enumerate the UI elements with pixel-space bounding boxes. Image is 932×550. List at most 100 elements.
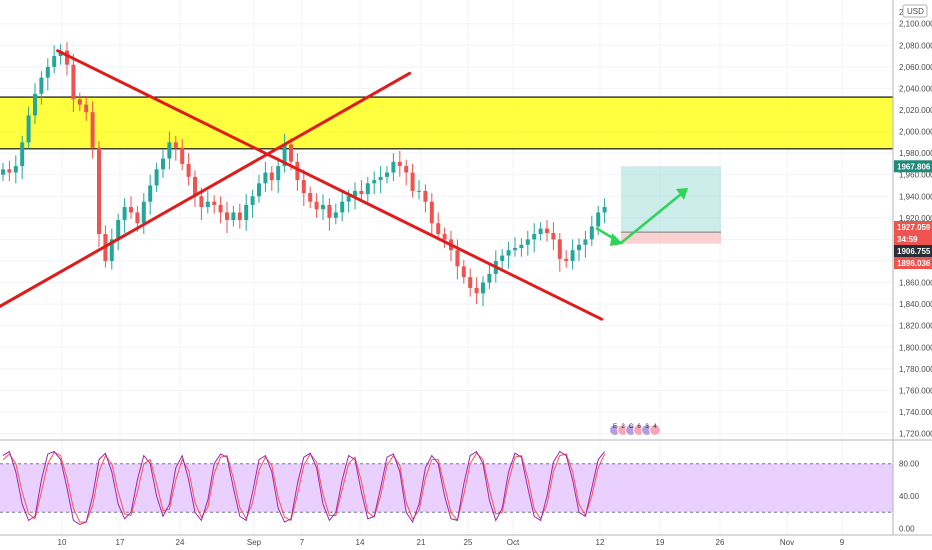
currency-label[interactable]: USD: [907, 7, 924, 16]
arrow-head-down[interactable]: [610, 233, 623, 246]
price-tick-label: 1,980.000: [899, 149, 932, 158]
indicator-badge-label[interactable]: 6: [637, 424, 641, 430]
price-tick-label: 2,000.000: [899, 128, 932, 137]
candle-body: [295, 161, 300, 181]
time-tick-label: 19: [656, 538, 665, 547]
long-position-tool[interactable]: [621, 166, 721, 244]
time-tick-label: 12: [596, 538, 605, 547]
candle-body: [97, 147, 101, 235]
candle-body: [410, 172, 415, 191]
stochastic-pane[interactable]: [0, 439, 932, 526]
candle-body: [20, 142, 25, 167]
countdown-tag: 34:59: [897, 235, 918, 244]
position-profit-zone[interactable]: [621, 166, 721, 233]
candle-body: [353, 190, 357, 197]
indicator-badge-label[interactable]: 3: [645, 424, 649, 430]
candle-body: [455, 250, 460, 267]
candle-body: [148, 185, 153, 202]
candle-body: [26, 115, 31, 143]
projection-arrows[interactable]: [595, 188, 688, 246]
stoch-tick-label: 0.00: [899, 525, 915, 534]
price-tick-label: 1,840.000: [899, 300, 932, 309]
candle-body: [212, 201, 217, 205]
time-tick-label: 21: [417, 538, 426, 547]
candle-body: [237, 212, 242, 220]
candle-body: [327, 204, 332, 218]
candle-body: [161, 158, 165, 170]
candle-body: [564, 258, 569, 261]
stoch-tick-label: 80.00: [899, 460, 920, 469]
candle-body: [84, 104, 89, 113]
stop-price-tag: 1896.036: [897, 259, 931, 268]
current-price-tag: 1927.059: [897, 223, 931, 232]
candle-body: [173, 142, 178, 148]
candle-body: [321, 204, 325, 210]
price-tick-label: 1,720.000: [899, 430, 932, 439]
indicator-badge-label[interactable]: C: [629, 424, 634, 430]
candle-body: [77, 99, 82, 105]
price-tick-label: 2,060.000: [899, 63, 932, 72]
candle-body: [506, 250, 511, 256]
time-tick-label: Sep: [247, 538, 262, 547]
entry-price-tag: 1906.755: [897, 247, 931, 256]
candle-body: [244, 204, 249, 220]
stop-price-tag-bg: [894, 257, 932, 269]
candle-body: [500, 255, 505, 261]
arrow-head-up[interactable]: [676, 188, 688, 200]
position-loss-zone[interactable]: [621, 232, 721, 244]
candle-body: [301, 180, 306, 194]
candle-body: [340, 201, 345, 213]
trendline-downtrend[interactable]: [56, 49, 604, 321]
zone-fill[interactable]: [0, 97, 893, 149]
candle-body: [589, 226, 594, 240]
indicator-badge[interactable]: [649, 424, 661, 436]
candle-body: [154, 169, 159, 186]
time-tick-label: 10: [58, 538, 67, 547]
candle-body: [519, 244, 524, 249]
candle-body: [365, 183, 370, 195]
candle-body: [52, 56, 57, 67]
stoch-d-line[interactable]: [2, 451, 606, 523]
currency-label-box[interactable]: [902, 4, 928, 18]
candle-body: [333, 212, 338, 218]
candle-body: [263, 172, 268, 184]
price-tick-label: 1,940.000: [899, 192, 932, 201]
resistance-zone[interactable]: [0, 96, 893, 150]
candle-body: [532, 234, 537, 240]
indicator-badge-label[interactable]: E: [613, 424, 617, 430]
candle-body: [1, 169, 5, 175]
stoch-k-line[interactable]: [2, 450, 605, 526]
candle-body: [314, 201, 319, 210]
trendlines[interactable]: [0, 49, 604, 321]
candle-body: [33, 93, 37, 116]
candle-body: [308, 193, 313, 202]
candle-body: [346, 196, 351, 202]
candle-body: [13, 166, 18, 173]
indicator-badge-label[interactable]: 4: [653, 424, 657, 430]
price-tick-label: 2,100.000: [899, 20, 932, 29]
candle-body: [461, 266, 466, 278]
trendline-uptrend[interactable]: [0, 71, 412, 308]
candle-body: [423, 190, 428, 202]
candle-body: [391, 161, 396, 173]
candle-body: [481, 282, 485, 294]
time-tick-label: 26: [716, 538, 725, 547]
entry-price-tag-bg: [894, 245, 932, 257]
candle-body: [551, 232, 556, 240]
candle-body: [7, 169, 12, 173]
candle-body: [90, 112, 95, 148]
candle-body: [397, 161, 402, 167]
target-price-tag: 1967.806: [897, 162, 931, 171]
candle-body: [122, 207, 127, 220]
indicator-badge-label[interactable]: 2: [621, 424, 625, 430]
candle-body: [39, 77, 44, 94]
candle-body: [218, 204, 223, 213]
candle-body: [180, 147, 185, 164]
candle-body: [359, 190, 364, 195]
time-tick-label: Oct: [507, 538, 520, 547]
target-price-tag-bg: [894, 160, 932, 173]
